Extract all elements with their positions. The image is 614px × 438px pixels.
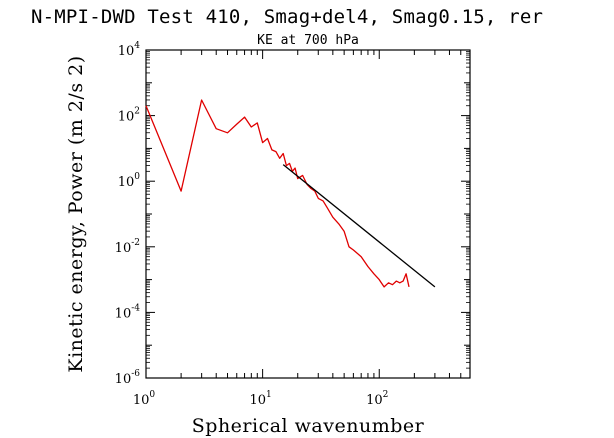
x-tick-label: 102 [366, 390, 388, 408]
x-tick-label: 100 [133, 390, 156, 408]
chart-subtitle: KE at 700 hPa [257, 33, 359, 48]
y-axis-label: Kinetic energy, Power (m 2/s 2) [65, 55, 87, 372]
series-line-1 [145, 99, 410, 288]
y-tick-label: 10-4 [115, 303, 141, 321]
y-tick-labels: 104 102 100 10-2 10-4 10-6 [115, 41, 141, 387]
y-tick-label: 100 [118, 172, 141, 190]
x-tick-label: 101 [249, 390, 271, 408]
x-tick-labels: 100 101 102 [133, 390, 389, 408]
series-layer [145, 99, 436, 288]
x-axis-label: Spherical wavenumber [192, 415, 425, 437]
series-line-2 [282, 164, 436, 288]
y-tick-label: 10-2 [115, 238, 140, 256]
minor-ticks [146, 50, 471, 378]
y-tick-label: 102 [118, 107, 140, 125]
chart-title: N-MPI-DWD Test 410, Smag+del4, Smag0.15,… [31, 6, 543, 28]
y-tick-label: 10-6 [115, 369, 141, 387]
y-tick-label: 104 [118, 41, 141, 59]
plot-frame [145, 49, 471, 379]
major-ticks [145, 49, 470, 379]
